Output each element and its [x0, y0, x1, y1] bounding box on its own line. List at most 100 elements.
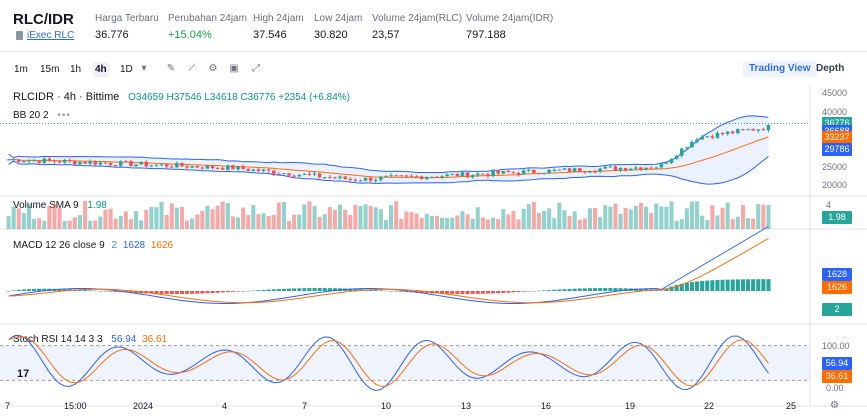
timeframe-1m[interactable]: 1m	[14, 64, 28, 75]
macd-histogram-bar	[766, 279, 771, 291]
candle-body	[236, 166, 240, 170]
volume-bar	[582, 218, 587, 229]
stat-label: Volume 24jam(IDR)	[466, 13, 554, 24]
candle-body	[118, 161, 123, 166]
candle-body	[506, 170, 511, 173]
volume-bar	[123, 211, 128, 229]
macd-histogram-bar	[751, 279, 756, 291]
macd-histogram-bar	[62, 289, 67, 291]
settings-icon[interactable]: ⚙	[208, 63, 218, 74]
volume-bar	[205, 205, 210, 229]
macd-legend: MACD 12 26 close 9 2 1628 1626	[13, 240, 173, 251]
candle-body	[644, 167, 648, 170]
time-axis-tick: 25	[786, 401, 797, 411]
save-icon[interactable]: ▣	[229, 63, 239, 74]
candle-body	[761, 129, 766, 131]
timeframe-1h[interactable]: 1h	[70, 64, 82, 75]
volume-bar	[26, 204, 31, 229]
volume-bar	[470, 218, 475, 229]
stat-2: High 24jam 37.546	[253, 13, 304, 41]
macd-histogram-bar	[317, 288, 322, 291]
timeframe-4h[interactable]: 4h	[93, 62, 109, 77]
stoch-label: 56.94	[822, 357, 852, 370]
stat-label: Perubahan 24jam	[168, 13, 247, 24]
candle-body	[674, 155, 679, 159]
macd-histogram-bar	[200, 291, 205, 294]
candle-body	[98, 162, 103, 165]
time-axis-tick: 15:00	[64, 401, 87, 411]
stat-4: Volume 24jam(RLC) 23,57	[372, 13, 462, 41]
macd-histogram-bar	[389, 291, 394, 292]
candle-body	[516, 172, 521, 175]
volume-bar	[16, 208, 21, 229]
volume-bar	[623, 207, 628, 229]
more-icon[interactable]: •••	[57, 110, 71, 121]
candle-body	[394, 175, 398, 177]
candle-body	[746, 129, 750, 131]
bb-upper-line	[8, 115, 769, 174]
macd-histogram-bar	[154, 291, 159, 294]
macd-histogram-bar	[88, 290, 93, 291]
macd-histogram-bar	[246, 290, 251, 292]
volume-bar	[113, 218, 118, 229]
stoch-label: 36.61	[822, 370, 852, 383]
volume-bar	[164, 214, 169, 229]
volume-bar	[348, 215, 353, 229]
timeframe-1D[interactable]: 1D	[120, 64, 133, 75]
macd-histogram-bar	[679, 283, 684, 291]
macd-histogram-bar	[230, 291, 235, 292]
candle-body	[185, 166, 189, 168]
candle-body	[108, 163, 113, 166]
volume-bar	[368, 206, 373, 229]
candle-body	[88, 161, 92, 164]
candle-body	[200, 167, 205, 169]
timeframe-15m[interactable]: 15m	[40, 64, 60, 75]
candle-body	[292, 175, 296, 177]
fullscreen-icon[interactable]: ⤢	[252, 63, 260, 74]
candle-body	[52, 160, 57, 162]
candle-body	[603, 166, 608, 169]
candle-body	[685, 147, 689, 149]
tab-trading-view[interactable]: Trading View	[743, 61, 817, 77]
candle-body	[322, 177, 327, 179]
macd-histogram-bar	[266, 289, 271, 291]
candle-body	[363, 177, 368, 181]
macd-histogram-bar	[491, 291, 496, 294]
candle-body	[256, 169, 261, 171]
candle-body	[537, 172, 541, 175]
draw-icon[interactable]: ✎	[166, 63, 176, 74]
macd-histogram-bar	[307, 288, 312, 291]
candle-body	[710, 136, 715, 138]
candle-body	[57, 161, 62, 163]
candle-body	[475, 173, 480, 176]
dropdown-icon[interactable]: ▾	[141, 63, 147, 74]
macd-histogram-bar	[419, 291, 424, 293]
macd-histogram-bar	[348, 288, 353, 291]
macd-histogram-bar	[572, 288, 577, 291]
tab-depth[interactable]: Depth	[816, 63, 845, 74]
candle-body	[542, 173, 546, 175]
asset-link[interactable]: iExec RLC	[16, 30, 74, 41]
volume-bar	[190, 218, 195, 229]
volume-bar	[480, 217, 485, 229]
macd-histogram-bar	[241, 291, 246, 292]
macd-label: 1628	[822, 268, 852, 281]
stat-value: +15.04%	[168, 29, 212, 41]
candle-body	[113, 165, 118, 167]
macd-histogram-bar	[547, 290, 552, 291]
stat-label: Harga Terbaru	[95, 13, 159, 24]
volume-bar	[434, 216, 439, 229]
macd-histogram-bar	[582, 288, 587, 291]
indicators-icon[interactable]: ⟋	[188, 63, 196, 74]
price-chart[interactable]	[0, 86, 867, 419]
macd-histogram-bar	[225, 291, 230, 293]
candle-body	[715, 132, 720, 138]
asset-name[interactable]: iExec RLC	[27, 30, 75, 41]
candle-body	[169, 166, 174, 168]
chart-settings-icon[interactable]: ⚙	[830, 400, 839, 411]
volume-bar	[705, 219, 710, 229]
market-header: RLC/IDR iExec RLC Harga Terbaru 36.776 Per…	[0, 0, 867, 52]
volume-bar	[118, 215, 123, 229]
volume-bar	[307, 201, 312, 229]
candle-body	[73, 160, 77, 165]
